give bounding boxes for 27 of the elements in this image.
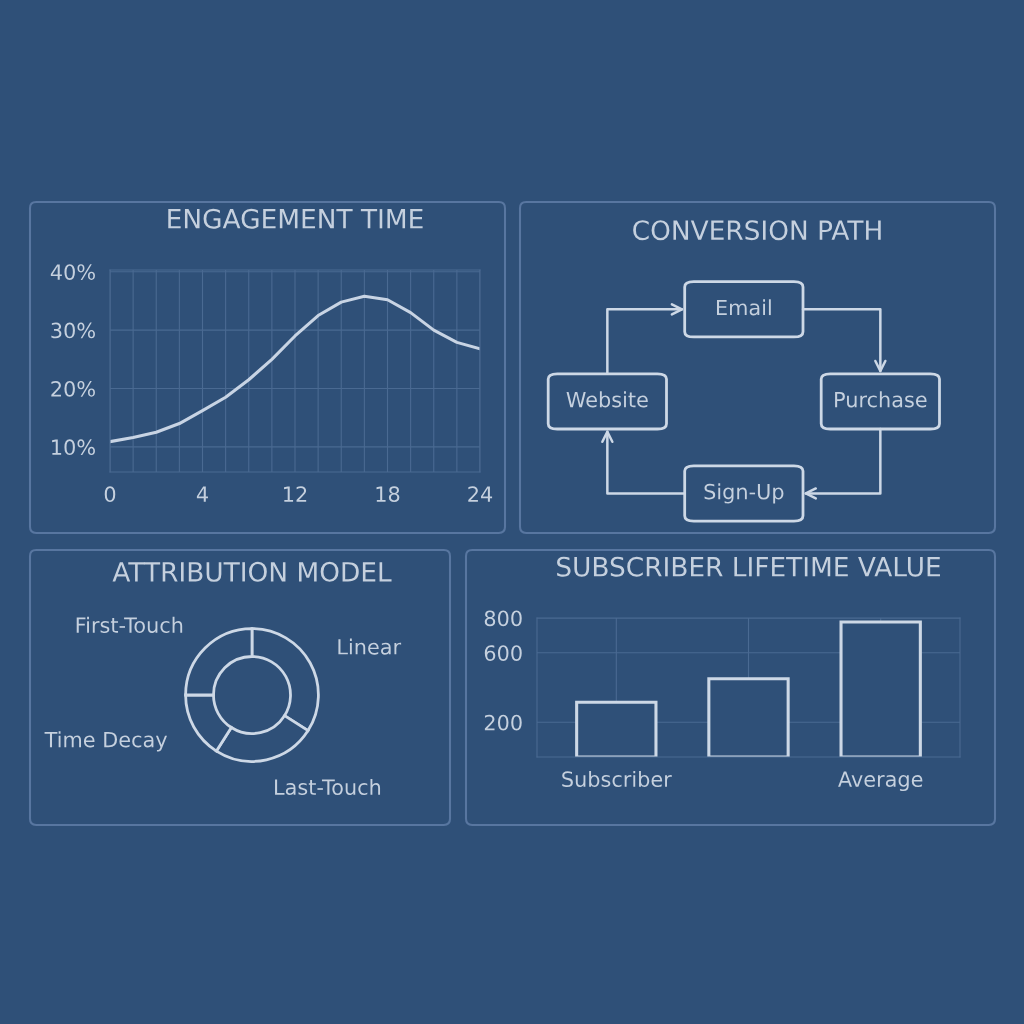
x-tick-label: 24 bbox=[468, 486, 493, 502]
x-tick-label: 0 bbox=[104, 486, 116, 503]
chart-title: ATTRIBUTION MODEL bbox=[112, 561, 392, 582]
y-tick-label: 800 bbox=[484, 610, 522, 627]
slice-label: Linear bbox=[338, 638, 402, 655]
x-tick-label: 4 bbox=[196, 486, 208, 502]
y-tick-label: 10% bbox=[52, 439, 95, 456]
x-tick-label: 12 bbox=[284, 486, 307, 502]
line-series bbox=[110, 294, 480, 444]
chart-title: SUBSCRIBER LIFETIME VALUE bbox=[557, 556, 940, 577]
text: CONVERSION PATH bbox=[633, 220, 881, 241]
y-tick-label: 40% bbox=[50, 264, 95, 280]
x-tick-label: 18 bbox=[376, 486, 400, 503]
category-label: Website bbox=[566, 391, 648, 408]
y-tick-label: 200 bbox=[484, 714, 522, 731]
slice-label: First-Touch bbox=[76, 616, 183, 633]
x-tick-label: Average bbox=[838, 771, 923, 792]
category-label: Sign-Up bbox=[704, 483, 784, 504]
x-tick-label: Subscriber bbox=[562, 770, 672, 788]
slice-label: Time Decay bbox=[44, 731, 168, 752]
y-tick-label: 20% bbox=[51, 380, 95, 397]
category-label: Purchase bbox=[835, 391, 927, 408]
slice-label: Last-Touch bbox=[275, 778, 381, 796]
category-label: Email bbox=[716, 299, 771, 316]
y-tick-label: 600 bbox=[484, 645, 522, 661]
chart-title: ENGAGEMENT TIME bbox=[168, 208, 423, 229]
y-tick-label: 30% bbox=[51, 322, 95, 339]
